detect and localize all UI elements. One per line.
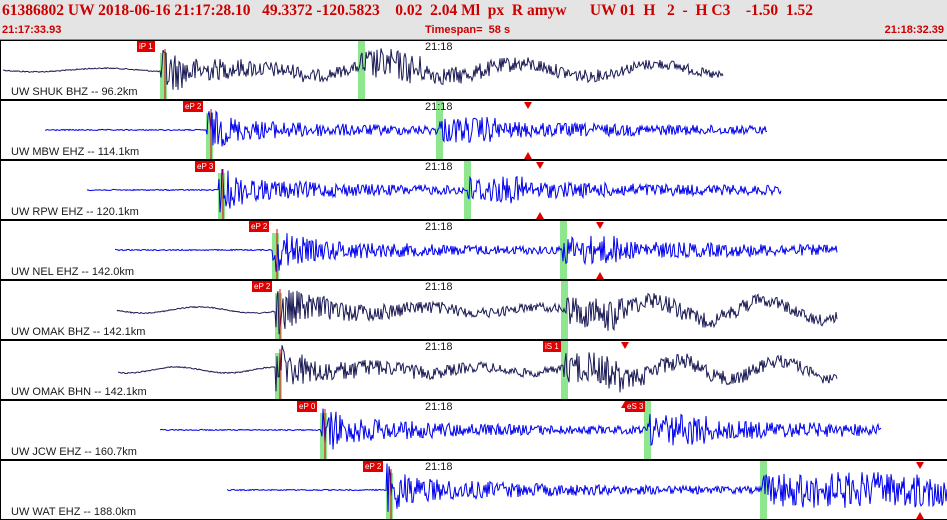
channel-label: UW OMAK BHZ -- 142.1km [11,326,146,338]
predicted-arrival-triangle [621,342,629,349]
phase-pick-label[interactable]: eP 0 [297,401,318,412]
channel-label: UW RPW EHZ -- 120.1km [11,206,139,218]
minute-time-mark: 21:18 [425,41,453,53]
event-summary-line: 61386802 UW 2018-06-16 21:17:28.10 49.33… [2,2,813,19]
waveform-panels: 21:18 iP 1 UW SHUK BHZ -- 96.2km 21:18 eP 2 U… [0,40,947,520]
channel-label: UW SHUK BHZ -- 96.2km [11,86,138,98]
waveform-panel[interactable]: 21:18 iP 1 UW SHUK BHZ -- 96.2km [0,40,947,100]
seismogram-trace [118,345,838,393]
seismogram-trace [2,48,724,90]
channel-label: UW JCW EHZ -- 160.7km [11,446,137,458]
seismogram-trace [114,233,838,272]
minute-time-mark: 21:18 [425,281,453,293]
predicted-arrival-triangle [596,222,604,229]
waveform-plot [226,461,947,519]
s-phase-marker [358,41,365,99]
minute-time-mark: 21:18 [425,341,453,353]
s-phase-marker [464,161,471,219]
waveform-panel[interactable]: 21:18 eP 3 UW RPW EHZ -- 120.1km [0,160,947,220]
seismogram-trace [226,463,947,512]
predicted-arrival-triangle [524,102,532,109]
s-phase-marker [760,461,767,519]
seismogram-trace [116,290,838,335]
waveform-panel[interactable]: 21:18 eP 2 UW WAT EHZ -- 188.0km [0,460,947,520]
predicted-arrival-triangle [916,462,924,469]
p-phase-marker [160,53,167,99]
waveform-panel[interactable]: 21:18 eP 2 UW OMAK BHZ -- 142.1km [0,280,947,340]
minute-time-mark: 21:18 [425,161,453,173]
phase-pick-label[interactable]: eS 3 [625,401,646,412]
end-time: 21:18:32.39 [884,24,944,36]
waveform-plot [118,341,838,399]
minute-time-mark: 21:18 [425,101,453,113]
waveform-panel[interactable]: 21:18 eP 2 UW NEL EHZ -- 142.0km [0,220,947,280]
phase-pick-label[interactable]: iS 1 [543,341,561,352]
p-phase-marker [320,413,327,459]
p-phase-marker [206,113,213,159]
predicted-arrival-triangle [536,212,544,219]
start-time: 21:17:33.93 [2,24,62,36]
channel-label: UW NEL EHZ -- 142.0km [11,266,135,278]
s-phase-marker [436,101,443,159]
minute-time-mark: 21:18 [425,461,453,473]
p-phase-marker [386,473,393,519]
predicted-arrival-triangle [596,272,604,279]
waveform-plot [114,221,838,279]
waveform-plot [44,101,768,159]
channel-label: UW MBW EHZ -- 114.1km [11,146,140,158]
predicted-arrival-triangle [536,162,544,169]
timespan-label: Timespan= 58 s [425,24,511,36]
minute-time-mark: 21:18 [425,401,453,413]
waveform-plot [159,401,882,459]
waveform-plot [2,41,724,99]
channel-label: UW WAT EHZ -- 188.0km [11,506,137,518]
seismogram-trace [159,408,882,450]
seismogram-trace [44,110,768,147]
waveform-plot [86,161,782,219]
phase-pick-label[interactable]: iP 1 [137,41,155,52]
waveform-panel[interactable]: 21:18 eP 0 eS 3 UW JCW EHZ -- 160.7km [0,400,947,460]
waveform-panel[interactable]: 21:18 eP 2 UW MBW EHZ -- 114.1km [0,100,947,160]
phase-pick-label[interactable]: eP 2 [249,221,270,232]
channel-label: UW OMAK BHN -- 142.1km [11,386,147,398]
seismogram-trace [86,169,782,213]
phase-pick-label[interactable]: eP 3 [195,161,216,172]
phase-pick-label[interactable]: eP 2 [252,281,273,292]
phase-pick-label[interactable]: eP 2 [363,461,384,472]
predicted-arrival-triangle [916,512,924,519]
event-header: 61386802 UW 2018-06-16 21:17:28.10 49.33… [0,0,947,40]
waveform-plot [116,281,838,339]
p-phase-marker [275,353,282,399]
minute-time-mark: 21:18 [425,221,453,233]
waveform-panel[interactable]: 21:18 iS 1 UW OMAK BHN -- 142.1km [0,340,947,400]
predicted-arrival-triangle [524,152,532,159]
phase-pick-label[interactable]: eP 2 [183,101,204,112]
